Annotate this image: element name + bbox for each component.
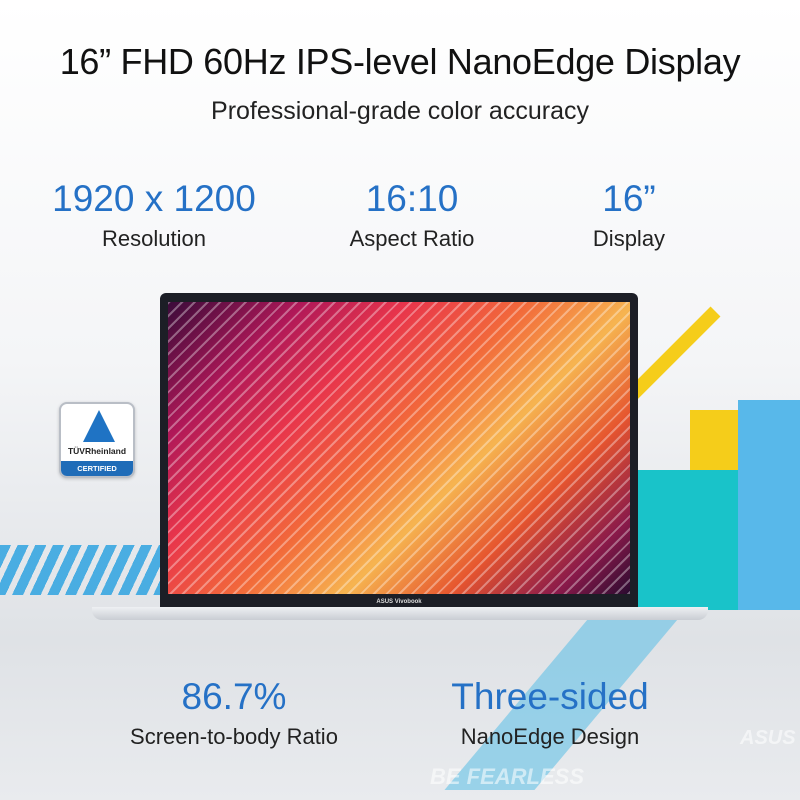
subheadline: Professional-grade color accuracy xyxy=(211,97,589,125)
tuv-certified-badge: TÜVRheinland CERTIFIED xyxy=(59,402,135,478)
laptop-base xyxy=(92,607,708,620)
feature-label: Screen-to-body Ratio xyxy=(130,724,338,749)
laptop-brand: ASUS Vivobook xyxy=(376,599,422,605)
decor-blue-block xyxy=(738,400,800,610)
spec-value: 1920 x 1200 xyxy=(52,178,256,219)
spec-label: Aspect Ratio xyxy=(349,226,475,251)
badge-name: TÜVRheinland xyxy=(67,446,127,456)
watermark-brand: ASUS xyxy=(740,727,796,749)
spec-value: 16:10 xyxy=(365,178,459,219)
headline: 16” FHD 60Hz IPS-level NanoEdge Display xyxy=(59,41,741,82)
spec-aspect-ratio: 16:10 Aspect Ratio xyxy=(287,178,537,252)
spec-label: Resolution xyxy=(102,226,206,251)
feature-value: Three-sided xyxy=(451,676,649,717)
laptop: ASUS Vivobook xyxy=(160,293,638,607)
badge-status: CERTIFIED xyxy=(61,461,133,476)
laptop-screen xyxy=(168,302,630,594)
spec-value: 16” xyxy=(602,178,656,219)
spec-display: 16” Display xyxy=(504,178,754,252)
feature-value: 86.7% xyxy=(181,676,287,717)
spec-resolution: 1920 x 1200 Resolution xyxy=(29,178,279,252)
feature-nanoedge: Three-sided NanoEdge Design xyxy=(425,676,675,750)
decor-teal-block xyxy=(638,470,738,610)
spec-label: Display xyxy=(592,226,666,251)
tuv-triangle-icon xyxy=(83,410,115,442)
watermark-slogan: BE FEARLESS xyxy=(430,764,585,789)
feature-screen-ratio: 86.7% Screen-to-body Ratio xyxy=(109,676,359,750)
decor-left-stripes xyxy=(0,545,160,595)
feature-label: NanoEdge Design xyxy=(460,724,640,749)
